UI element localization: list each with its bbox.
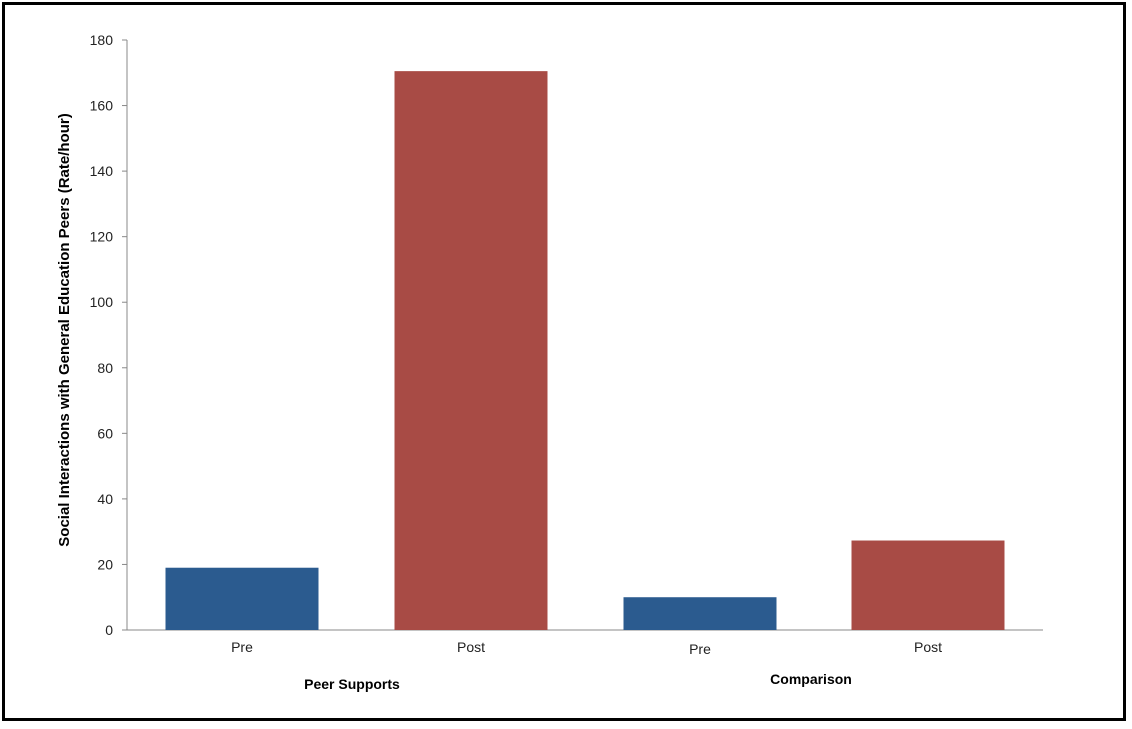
x-tick-label: Post	[457, 639, 485, 655]
bar-peer-supports-post	[394, 71, 548, 630]
y-tick-label: 40	[97, 491, 113, 507]
x-tick-label: Post	[914, 639, 942, 655]
y-tick-label: 20	[97, 556, 113, 572]
y-tick-label: 80	[97, 360, 113, 376]
bar-comparison-pre	[623, 597, 777, 630]
y-axis-label: Social Interactions with General Educati…	[56, 113, 73, 546]
x-tick-label: Pre	[689, 641, 711, 657]
bars	[165, 71, 1005, 630]
y-tick-label: 60	[97, 425, 113, 441]
x-tick-label: Pre	[231, 639, 253, 655]
y-tick-label: 0	[105, 622, 113, 638]
y-tick-label: 160	[90, 98, 114, 114]
y-ticks: 0 20 40 60 80 100 120 140 160 180	[90, 32, 127, 638]
bar-comparison-post	[851, 540, 1005, 630]
x-tick-labels: Pre Post Pre Post	[231, 639, 942, 657]
group-label-peer-supports: Peer Supports	[304, 676, 400, 692]
y-tick-label: 120	[90, 229, 114, 245]
group-label-comparison: Comparison	[770, 671, 852, 687]
y-tick-label: 140	[90, 163, 114, 179]
bar-peer-supports-pre	[165, 567, 319, 630]
y-tick-label: 180	[90, 32, 114, 48]
y-tick-label: 100	[90, 294, 114, 310]
